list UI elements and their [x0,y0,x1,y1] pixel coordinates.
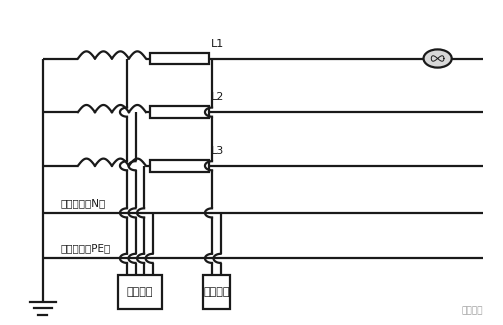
Text: 单相设备: 单相设备 [203,287,229,297]
Text: L3: L3 [211,146,224,156]
Text: 保护零线（PE）: 保护零线（PE） [60,243,111,254]
Text: 工作零线（N）: 工作零线（N） [60,198,106,208]
Text: 电力实事: 电力实事 [461,306,483,315]
Text: L2: L2 [211,92,225,102]
Bar [150,106,209,118]
Bar [150,160,209,172]
Text: L1: L1 [211,39,224,49]
Text: 三相设备: 三相设备 [127,287,153,297]
Bar [203,275,229,309]
Bar [150,53,209,64]
Circle shape [424,49,452,68]
Bar [118,275,162,309]
